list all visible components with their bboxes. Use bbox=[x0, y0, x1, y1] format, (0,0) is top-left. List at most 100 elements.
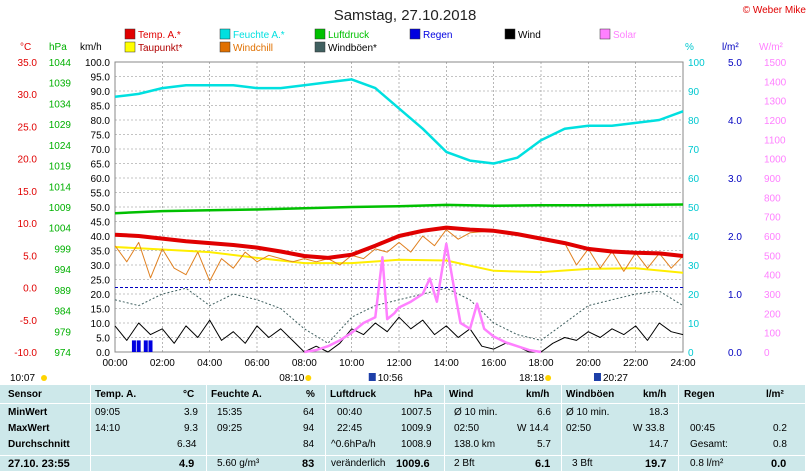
legend-label-6: Taupunkt* bbox=[138, 43, 183, 54]
humidity-axis-tick: 100 bbox=[688, 58, 705, 69]
pressure-axis-tick: 1029 bbox=[49, 120, 72, 131]
temp-axis-tick: 15.0 bbox=[18, 187, 38, 198]
row-avg-temp: 6.34 bbox=[177, 439, 197, 450]
legend-swatch-2 bbox=[314, 28, 326, 40]
rain-bar bbox=[143, 340, 148, 352]
humidity-axis-tick: 30 bbox=[688, 261, 700, 272]
wind-axis-tick: 50.0 bbox=[91, 203, 111, 214]
solar-axis-tick: 900 bbox=[764, 174, 781, 185]
row-max-hum: 94 bbox=[303, 423, 315, 434]
x-tick-label: 04:00 bbox=[197, 358, 222, 369]
chart-title: Samstag, 27.10.2018 bbox=[334, 7, 477, 24]
row-avg-wind: 5.7 bbox=[537, 439, 551, 450]
solar-axis-tick: 1300 bbox=[764, 97, 787, 108]
temp-axis-tick: 10.0 bbox=[18, 219, 38, 230]
temp-axis-tick: 25.0 bbox=[18, 122, 38, 133]
solar-axis-tick: 1400 bbox=[764, 77, 787, 88]
row-min-wind-label: Ø 10 min. bbox=[454, 407, 498, 418]
row-max-temp: 9.3 bbox=[184, 423, 198, 434]
legend-swatch-1 bbox=[219, 28, 231, 40]
row-avg-rain: 0.8 bbox=[773, 439, 787, 450]
wind-axis-tick: 55.0 bbox=[91, 189, 111, 200]
wind-axis-tick: 85.0 bbox=[91, 102, 111, 113]
wind-axis-tick: 45.0 bbox=[91, 218, 111, 229]
solar-axis-tick: 200 bbox=[764, 309, 781, 320]
wind-axis-tick: 35.0 bbox=[91, 247, 111, 258]
wind-axis-tick: 10.0 bbox=[91, 319, 111, 330]
header-gust: Windböen bbox=[566, 389, 615, 400]
legend-label-8: Windböen* bbox=[328, 43, 377, 54]
x-tick-label: 16:00 bbox=[481, 358, 506, 369]
x-tick-label: 22:00 bbox=[623, 358, 648, 369]
x-tick-label: 24:00 bbox=[670, 358, 695, 369]
row-max-gust: W 33.8 bbox=[633, 423, 665, 434]
header-rain: Regen bbox=[684, 389, 715, 400]
moonrise-time: 10:56 bbox=[378, 373, 403, 384]
row-min-p-time: 00:40 bbox=[337, 407, 363, 418]
row-current-label: 27.10. 23:55 bbox=[8, 458, 70, 470]
row-min-wind: 6.6 bbox=[537, 407, 551, 418]
wind-unit: km/h bbox=[80, 42, 102, 53]
pressure-axis-tick: 1019 bbox=[49, 162, 72, 173]
solar-axis-tick: 1200 bbox=[764, 116, 787, 127]
rain-axis-tick: 2.0 bbox=[728, 232, 742, 243]
x-tick-label: 08:00 bbox=[292, 358, 317, 369]
wind-axis-tick: 5.0 bbox=[96, 334, 110, 345]
temp-axis-tick: -5.0 bbox=[20, 316, 38, 327]
chart-svg: Samstag, 27.10.2018 © Weber Mike Temp. A.*… bbox=[10, 5, 807, 384]
header-wind: Wind bbox=[449, 389, 474, 400]
temp-axis-tick: 30.0 bbox=[18, 90, 38, 101]
rain-axis-tick: 5.0 bbox=[728, 58, 742, 69]
sunset-time: 18:18 bbox=[519, 373, 544, 384]
copyright: © Weber Mike bbox=[743, 5, 807, 16]
row-max-wind: W 14.4 bbox=[517, 423, 549, 434]
row-avg-p: 1008.9 bbox=[401, 439, 432, 450]
legend-label-7: Windchill bbox=[233, 43, 273, 54]
row-current-gust: 19.7 bbox=[645, 458, 667, 470]
row-min-p: 1007.5 bbox=[401, 407, 432, 418]
x-tick-label: 20:00 bbox=[576, 358, 601, 369]
row-min-hum: 64 bbox=[303, 407, 315, 418]
pressure-axis-tick: 1039 bbox=[49, 79, 72, 90]
pressure-axis-tick: 994 bbox=[54, 265, 71, 276]
solar-axis-tick: 1500 bbox=[764, 58, 787, 69]
legend-label-4: Wind bbox=[518, 30, 541, 41]
humidity-axis-tick: 90 bbox=[688, 87, 700, 98]
wind-axis-tick: 75.0 bbox=[91, 131, 111, 142]
header-sensor: Sensor bbox=[8, 389, 42, 400]
series-windchill bbox=[114, 229, 684, 282]
row-min-temp: 3.9 bbox=[184, 407, 198, 418]
temp-axis-tick: 0.0 bbox=[23, 284, 37, 295]
header-temp-unit: °C bbox=[183, 389, 195, 400]
rain-bar bbox=[148, 340, 153, 352]
row-current-hum: 83 bbox=[302, 458, 315, 470]
humidity-axis-tick: 80 bbox=[688, 116, 700, 127]
series-temp-a bbox=[114, 225, 684, 260]
pressure-axis-tick: 1009 bbox=[49, 203, 72, 214]
row-max-rain: 0.2 bbox=[773, 423, 787, 434]
series-wind bbox=[114, 316, 684, 353]
row-current-wind-bft: 2 Bft bbox=[454, 458, 475, 469]
wind-axis-tick: 65.0 bbox=[91, 160, 111, 171]
solar-axis-tick: 600 bbox=[764, 232, 781, 243]
legend-label-0: Temp. A.* bbox=[138, 30, 181, 41]
rain-axis-tick: 0.0 bbox=[728, 348, 742, 359]
sunrise-icon bbox=[305, 375, 312, 381]
wind-axis-tick: 70.0 bbox=[91, 145, 111, 156]
humidity-unit: % bbox=[685, 42, 694, 53]
row-max-temp-time: 14:10 bbox=[95, 423, 121, 434]
header-gust-unit: km/h bbox=[643, 389, 667, 400]
solar-axis-tick: 0 bbox=[764, 348, 770, 359]
temp-axis-tick: 20.0 bbox=[18, 155, 38, 166]
row-current-rain: 0.0 bbox=[771, 458, 787, 470]
table-header: Sensor Temp. A. °C Feuchte A. % Luftdruc… bbox=[0, 385, 805, 404]
series-luftdruck bbox=[114, 203, 684, 215]
row-max-p-time: 22:45 bbox=[337, 423, 363, 434]
humidity-axis-tick: 0 bbox=[688, 348, 694, 359]
x-tick-label: 02:00 bbox=[150, 358, 175, 369]
header-rain-unit: l/m² bbox=[766, 389, 784, 400]
marker-left-time: 10:07 bbox=[10, 373, 35, 384]
row-current-abs-hum: 5.60 g/m³ bbox=[217, 458, 260, 469]
wind-axis-tick: 60.0 bbox=[91, 174, 111, 185]
